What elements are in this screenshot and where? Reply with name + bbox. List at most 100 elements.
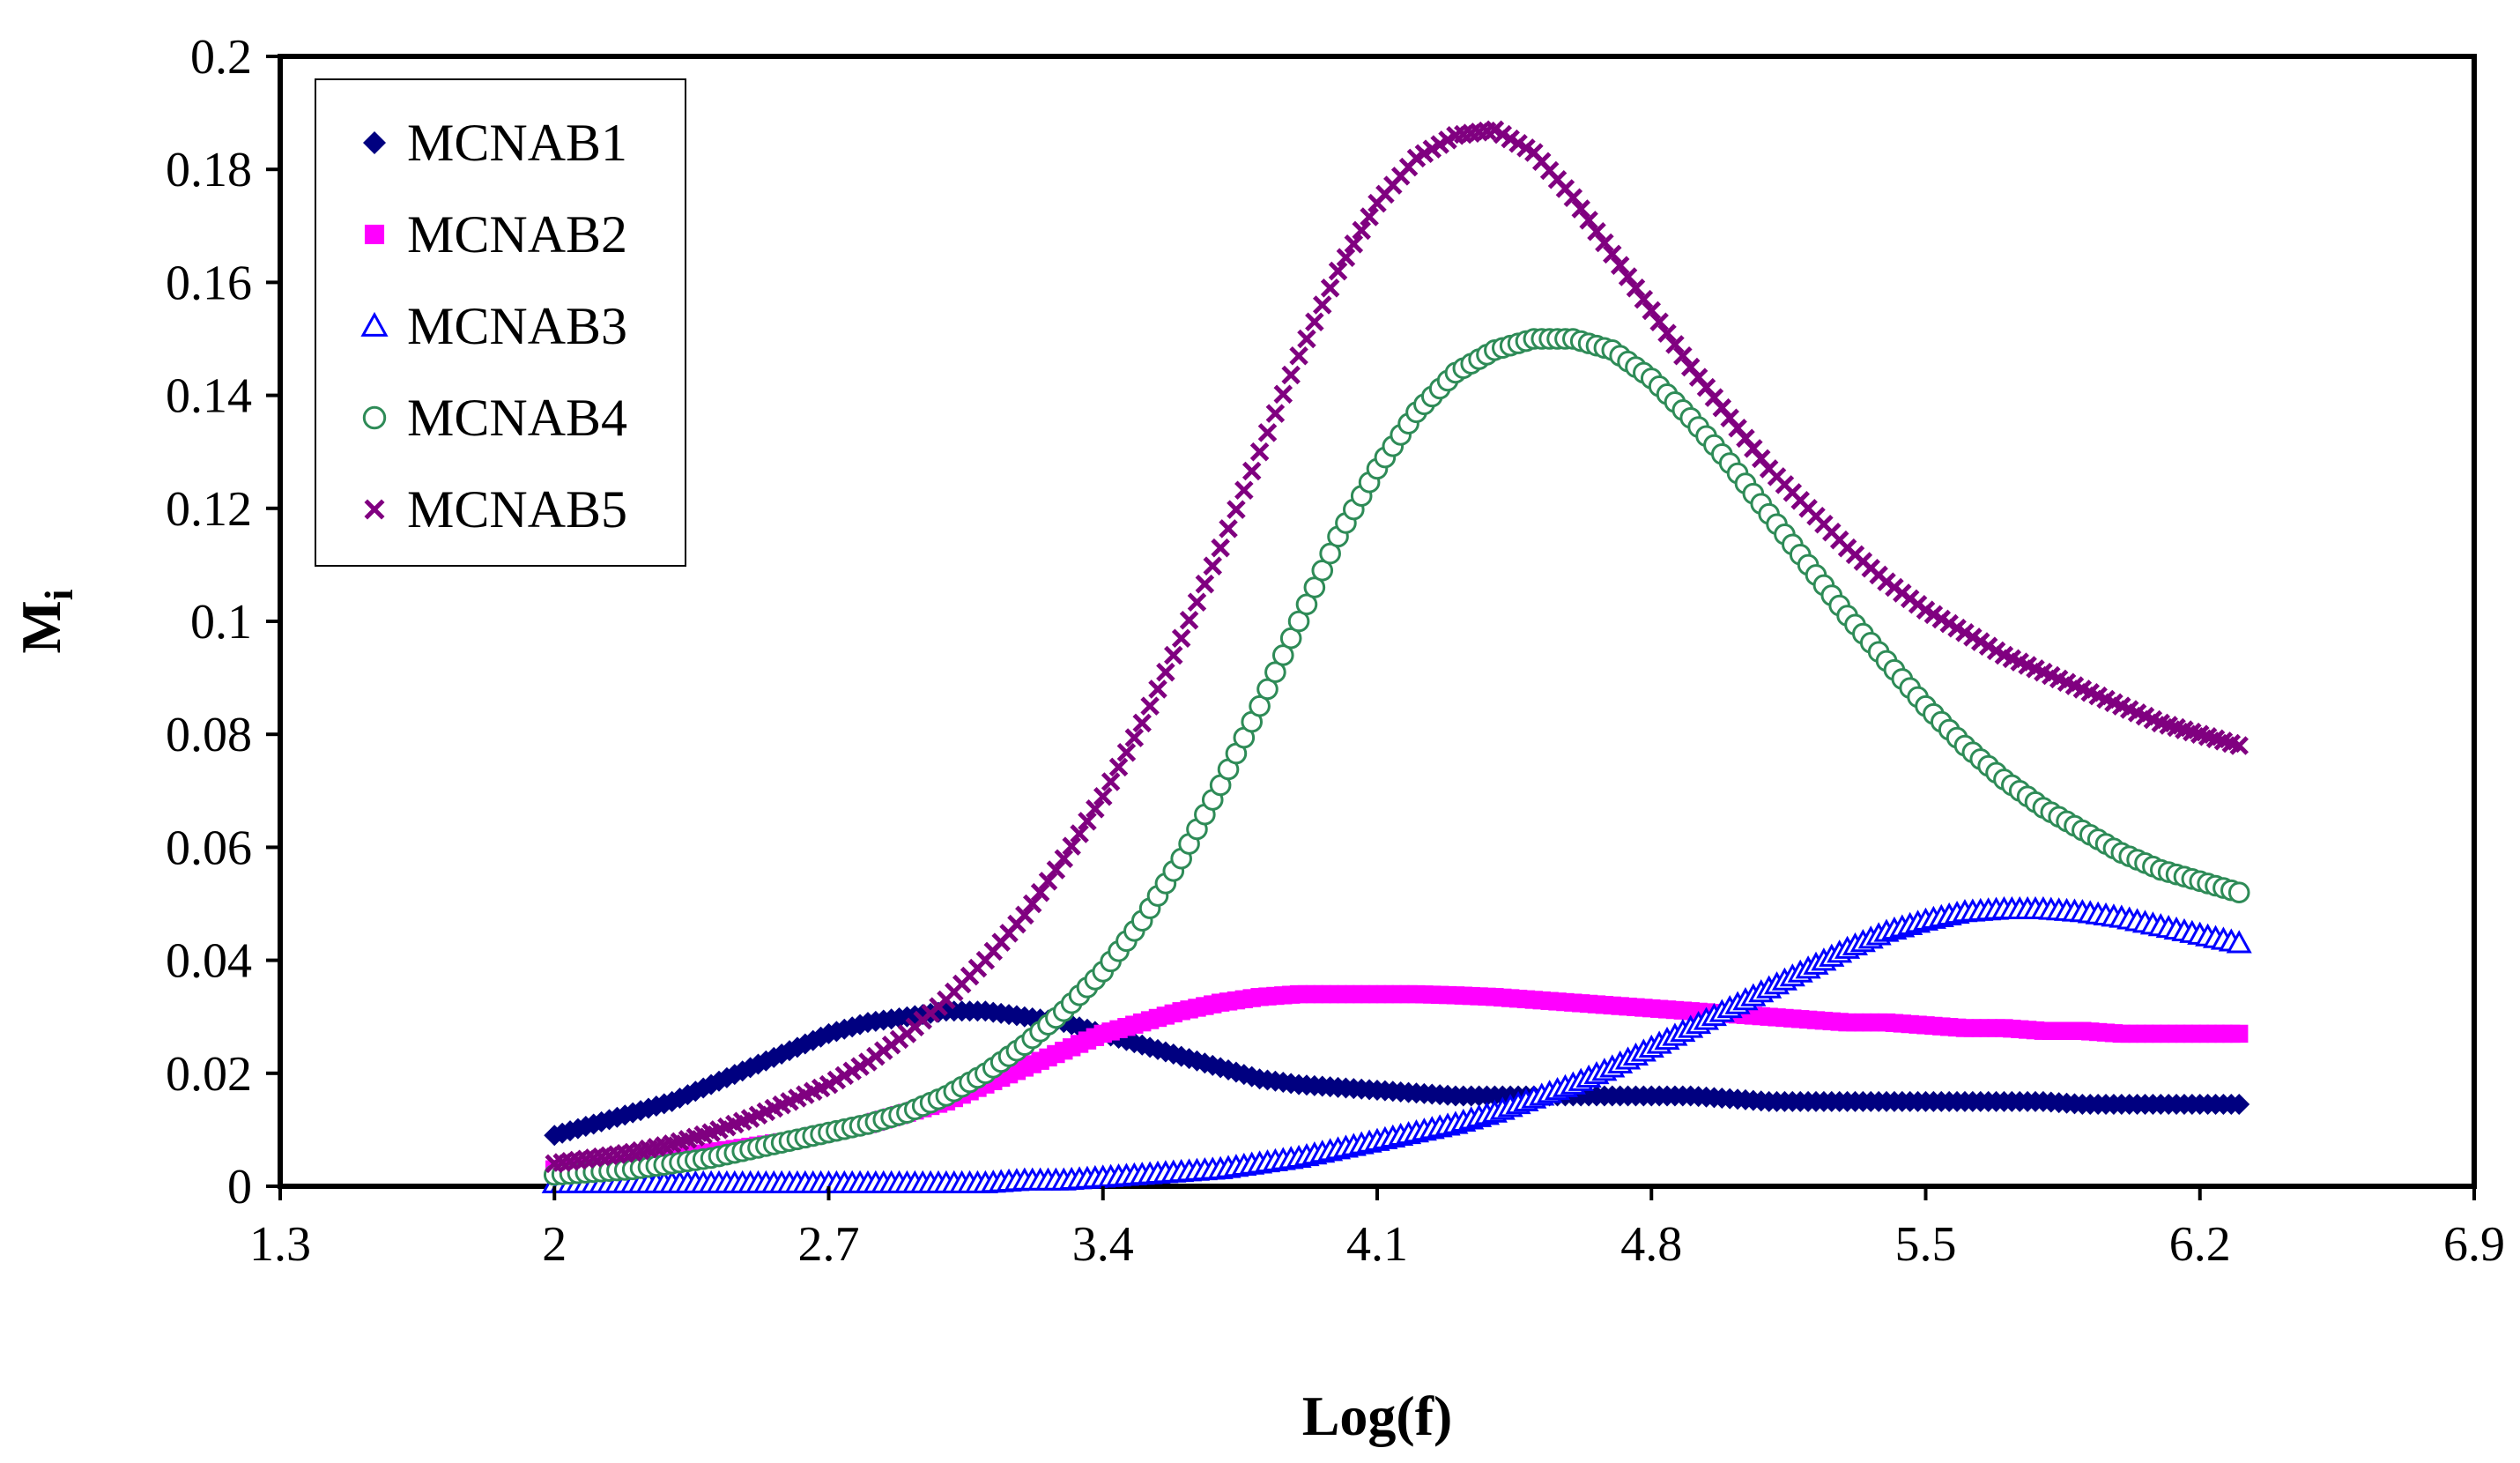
- data-point: [1164, 645, 1183, 665]
- data-point: [1305, 312, 1324, 332]
- data-point: [1673, 345, 1693, 366]
- y-tick-label: 0.14: [166, 369, 252, 424]
- data-point: [1603, 244, 1622, 264]
- data-point: [1352, 220, 1371, 241]
- data-point: [1249, 442, 1270, 462]
- data-point: [2230, 1024, 2249, 1043]
- data-point: [1336, 248, 1356, 267]
- data-point: [1642, 301, 1662, 321]
- x-tick-label: 6.2: [2169, 1217, 2231, 1272]
- data-point: [1070, 824, 1089, 843]
- legend-label: MCNAB5: [407, 480, 627, 538]
- data-point: [1281, 365, 1301, 385]
- data-point: [1171, 628, 1191, 648]
- series-mcnab4: [543, 328, 2250, 1186]
- data-point: [1665, 335, 1685, 354]
- data-point: [1649, 312, 1669, 332]
- data-point: [1289, 345, 1308, 366]
- data-point: [1156, 662, 1175, 682]
- x-tick-label: 2: [542, 1217, 567, 1272]
- legend-marker: [364, 499, 385, 520]
- y-tick-label: 0.18: [166, 143, 252, 197]
- legend-label: MCNAB1: [407, 114, 627, 172]
- data-point: [1273, 384, 1293, 405]
- data-point: [1657, 323, 1677, 343]
- legend: MCNAB1 MCNAB2 MCNAB3 MCNAB4 MCNAB5: [315, 78, 686, 567]
- series-mcnab3: [541, 895, 2252, 1193]
- data-point: [1132, 713, 1152, 733]
- data-point: [1328, 261, 1348, 281]
- y-tick-label: 0.16: [166, 256, 252, 310]
- series-mcnab5: [545, 120, 2249, 1174]
- y-tick-label: 0.02: [166, 1047, 252, 1102]
- data-point: [1579, 211, 1598, 230]
- data-point: [2226, 930, 2252, 954]
- data-point: [1618, 267, 1638, 286]
- data-point: [1595, 233, 1614, 253]
- data-point: [1297, 329, 1316, 349]
- data-point: [1312, 295, 1332, 315]
- data-point: [1116, 742, 1137, 762]
- data-point: [1234, 480, 1254, 501]
- y-tick-label: 0.12: [166, 482, 252, 537]
- y-axis-title-main: M: [10, 600, 72, 653]
- data-point: [1241, 461, 1262, 481]
- y-axis: 0 0.02 0.04 0.06 0.08 0.1 0.12 0.14 0.16 0.18 0.2: [166, 30, 280, 1214]
- data-point: [1030, 882, 1050, 902]
- y-axis-title-subscript: i: [36, 589, 81, 600]
- data-point: [1046, 860, 1066, 880]
- data-point: [1187, 592, 1207, 612]
- data-point: [1610, 256, 1630, 275]
- data-point: [1062, 836, 1081, 856]
- data-point: [1571, 199, 1590, 219]
- data-point: [1219, 519, 1238, 538]
- y-tick-label: 0.2: [190, 30, 252, 85]
- x-tick-label: 3.4: [1072, 1217, 1134, 1272]
- y-tick-label: 0.04: [166, 934, 252, 989]
- data-point: [1179, 610, 1199, 630]
- legend-label: MCNAB3: [407, 297, 627, 355]
- data-point: [1203, 556, 1223, 576]
- legend-marker: [362, 405, 387, 430]
- data-point: [1108, 757, 1129, 777]
- legend-label: MCNAB2: [407, 205, 627, 264]
- data-point: [2228, 1094, 2250, 1116]
- data-point: [1211, 538, 1230, 558]
- data-point: [1140, 696, 1160, 716]
- data-point: [1015, 905, 1034, 925]
- data-point: [1227, 500, 1246, 519]
- x-tick-label: 6.9: [2443, 1217, 2505, 1272]
- data-point: [1257, 423, 1278, 442]
- data-point: [1195, 574, 1215, 594]
- y-tick-label: 0.06: [166, 821, 252, 875]
- legend-marker: [363, 131, 386, 154]
- data-point: [1265, 404, 1286, 423]
- data-point: [2227, 881, 2250, 903]
- data-point: [1320, 278, 1340, 298]
- data-point: [1148, 680, 1167, 699]
- y-tick-label: 0.08: [166, 708, 252, 762]
- x-tick-label: 1.3: [249, 1217, 311, 1272]
- data-point: [1124, 728, 1145, 747]
- data-point: [1038, 872, 1058, 891]
- y-axis-title: Mi: [10, 589, 81, 653]
- data-point: [1563, 188, 1583, 208]
- data-point: [1054, 849, 1074, 868]
- data-point: [1360, 207, 1379, 227]
- x-tick-label: 5.5: [1895, 1217, 1957, 1272]
- data-point: [1086, 799, 1105, 819]
- x-axis: 1.3 2 2.7 3.4 4.1 4.8 5.5 6.2 6.9: [249, 1186, 2505, 1272]
- data-point: [1101, 772, 1121, 791]
- data-point: [1344, 234, 1364, 254]
- data-point: [2229, 736, 2249, 755]
- data-point: [1093, 786, 1113, 806]
- legend-marker: [364, 224, 385, 245]
- data-point: [1078, 812, 1097, 831]
- series-layer: [541, 120, 2252, 1193]
- x-axis-title: Log(f): [1302, 1385, 1453, 1447]
- data-point: [1022, 894, 1042, 914]
- x-tick-label: 2.7: [798, 1217, 860, 1272]
- legend-marker: [360, 311, 389, 337]
- legend-label: MCNAB4: [407, 389, 627, 447]
